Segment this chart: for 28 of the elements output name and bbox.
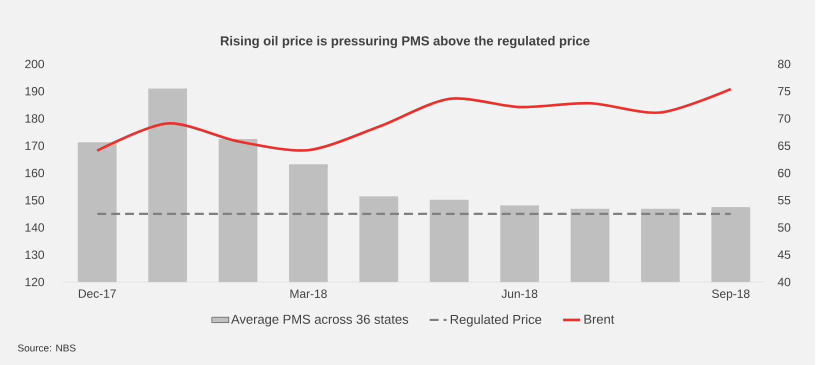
legend-label: Brent: [584, 314, 614, 324]
y-tick-label: 170: [25, 142, 44, 150]
y2-tick-label: 55: [778, 196, 790, 204]
y-tick-label: 130: [25, 250, 44, 259]
y2-tick-label: 75: [778, 87, 790, 96]
legend-label: Average PMS across 36 states: [231, 314, 408, 326]
y-tick-label: 200: [25, 60, 44, 68]
y2-tick-label: 45: [778, 250, 790, 259]
chart-title: Rising oil price is pressuring PMS above the regulated price: [220, 36, 590, 48]
y-tick-label: 120: [25, 278, 44, 286]
y2-tick-label: 60: [778, 168, 790, 178]
y-tick-label: 190: [25, 87, 44, 96]
line-series: [96, 88, 732, 152]
y2-tick-label: 65: [778, 142, 790, 150]
x-tick-label: Mar-18: [290, 290, 327, 298]
y2-tick-label: 50: [778, 223, 790, 232]
y2-tick-label: 70: [778, 114, 790, 123]
y-tick-label: 180: [25, 114, 44, 123]
x-tick-label: Dec-17: [78, 290, 116, 298]
legend-label: Regulated Price: [450, 314, 542, 327]
source-note: Source: NBS: [18, 344, 76, 352]
y-tick-label: 160: [25, 168, 44, 178]
x-tick-label: Jun-18: [502, 290, 538, 298]
x-tick-label: Sep-18: [712, 290, 750, 300]
y2-tick-label: 40: [778, 278, 790, 286]
y-tick-label: 150: [25, 196, 44, 204]
y-tick-label: 140: [25, 223, 44, 232]
y2-tick-label: 80: [778, 60, 790, 68]
